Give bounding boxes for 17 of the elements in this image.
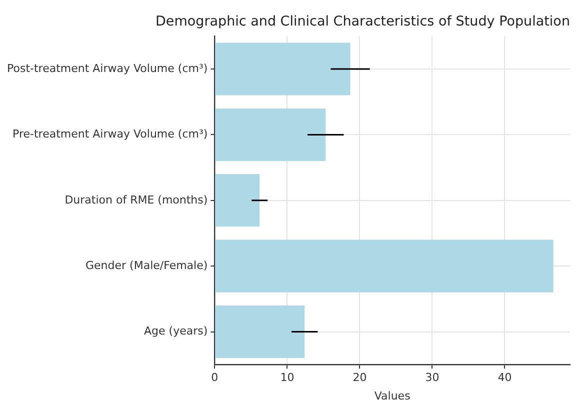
y-tick-label: Age (years) [144,324,208,338]
bar [215,42,350,96]
x-tick-label: 30 [425,371,440,384]
x-tick-label: 0 [211,371,218,384]
bar [215,305,305,358]
chart-title: Demographic and Clinical Characteristics of Study Population [156,14,570,30]
x-tick-label: 10 [280,371,294,384]
bar [215,174,260,227]
bar [215,240,554,292]
x-axis-title: Values [374,389,411,402]
y-tick-label: Duration of RME (months) [64,193,208,206]
y-tick-label: Gender (Male/Female) [86,258,208,272]
y-tick-label: Pre-treatment Airway Volume (cm³) [12,128,208,141]
x-tick-label: 40 [498,371,512,384]
y-tick-label: Post-treatment Airway Volume (cm³) [6,62,208,75]
x-tick-label: 20 [352,371,367,384]
bar [215,108,326,161]
